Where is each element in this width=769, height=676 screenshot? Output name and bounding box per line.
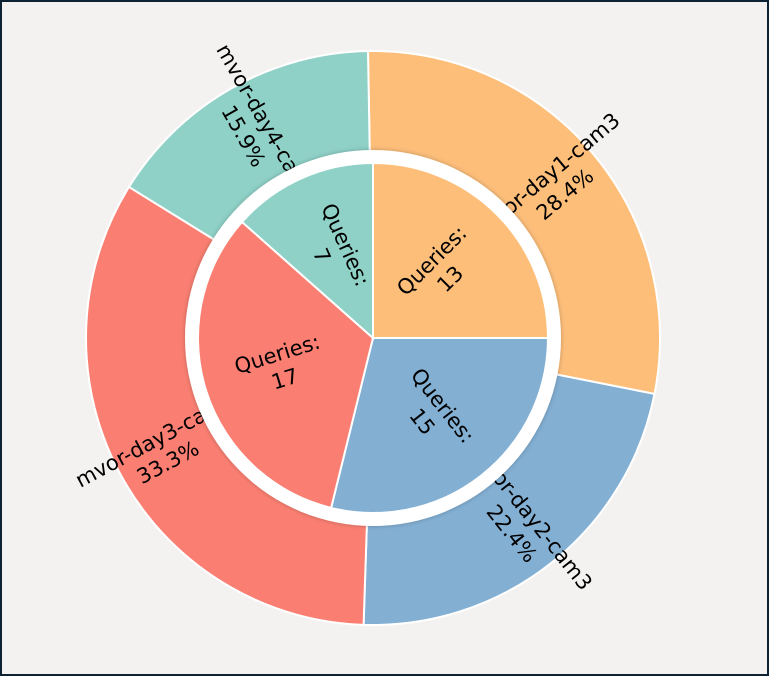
outer-ring: mvor-day1-cam328.4%mvor-day2-cam322.4%mv… <box>71 40 661 626</box>
inner-slice <box>240 161 374 341</box>
inner-slice <box>197 220 375 510</box>
inner-slice <box>372 161 550 339</box>
inner-slice <box>329 337 550 514</box>
